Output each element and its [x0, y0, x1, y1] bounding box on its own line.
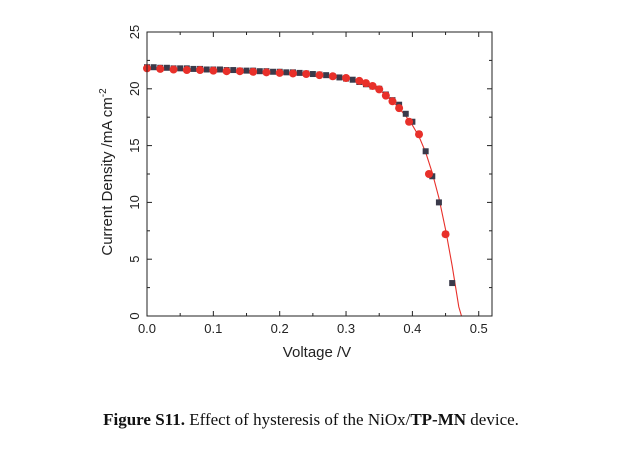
data-point-square	[323, 72, 330, 79]
data-point-circle	[209, 66, 218, 75]
y-tick-label: 10	[127, 195, 142, 209]
caption-bold-mid: TP-MN	[410, 410, 467, 429]
axes: 0.0 0.1 0.2 0.3 0.4 0.5 0 5 10 15 20 25	[127, 25, 493, 336]
data-point-circle	[424, 170, 433, 178]
y-axis-label: Current Density /mA cm-2	[98, 88, 116, 256]
data-point-circle	[342, 74, 351, 83]
data-point-circle	[375, 85, 384, 94]
fit-curve	[146, 67, 463, 317]
x-tick-label: 0.3	[337, 321, 355, 336]
figure-caption: Figure S11. Effect of hysteresis of the …	[0, 410, 622, 430]
data-point-square	[402, 110, 409, 117]
data-point-square	[429, 173, 436, 180]
data-point-circle	[405, 117, 414, 126]
data-point-square	[256, 68, 263, 75]
x-tick-label: 0.2	[271, 321, 289, 336]
data-point-square	[243, 67, 250, 74]
x-tick-label: 0.4	[403, 321, 421, 336]
data-point-square	[349, 76, 356, 83]
data-point-square	[270, 68, 277, 75]
data-point-circle	[328, 72, 337, 81]
caption-text-pre: Effect of hysteresis of the NiOx/	[184, 410, 411, 429]
data-point-square	[422, 148, 429, 155]
y-tick-label: 25	[127, 25, 142, 39]
data-point-square	[190, 65, 197, 72]
data-point-circle	[441, 230, 450, 239]
x-tick-label: 0.1	[204, 321, 222, 336]
data-point-circle	[156, 64, 165, 73]
data-point-circle	[415, 130, 424, 139]
data-point-circle	[381, 91, 390, 100]
x-tick-label: 0.5	[470, 321, 488, 336]
data-point-square	[150, 64, 157, 71]
y-tick-label: 15	[127, 138, 142, 152]
data-point-circle	[169, 65, 178, 74]
data-point-circle	[368, 81, 377, 90]
data-point-square	[296, 69, 303, 76]
x-axis-label: Voltage /V	[283, 344, 351, 361]
caption-label: Figure S11.	[103, 410, 185, 429]
y-tick-label: 5	[127, 256, 142, 263]
data-point-circle	[288, 69, 297, 78]
data-point-circle	[388, 97, 397, 106]
y-axis-label-exponent: -2	[98, 88, 109, 97]
data-point-circle	[222, 67, 231, 76]
data-point-circle	[249, 67, 258, 76]
data-point-circle	[315, 71, 324, 80]
caption-text-post: device.	[466, 410, 519, 429]
y-axis-label-main: Current Density /mA cm	[99, 97, 116, 255]
data-point-circle	[275, 68, 284, 77]
data-point-square	[163, 64, 170, 71]
data-point-square	[177, 65, 184, 72]
data-point-circle	[262, 68, 271, 77]
data-point-circle	[196, 66, 205, 75]
data-point-square	[309, 71, 316, 78]
data-point-circle	[395, 104, 404, 113]
x-tick-label: 0.0	[138, 321, 156, 336]
data-point-square	[203, 66, 210, 73]
data-point-circle	[182, 66, 191, 75]
data-point-circle	[302, 70, 311, 79]
y-tick-label: 20	[127, 82, 142, 96]
data-point-circle	[235, 67, 244, 76]
y-tick-label: 0	[127, 312, 142, 319]
data-point-square	[283, 69, 290, 76]
data-point-square	[230, 67, 237, 74]
plot-area	[143, 64, 463, 317]
data-point-square	[435, 199, 442, 206]
data-point-square	[449, 280, 456, 287]
data-point-square	[216, 66, 223, 73]
data-point-square	[336, 74, 343, 81]
data-point-circle	[355, 76, 364, 85]
data-point-circle	[361, 79, 370, 88]
